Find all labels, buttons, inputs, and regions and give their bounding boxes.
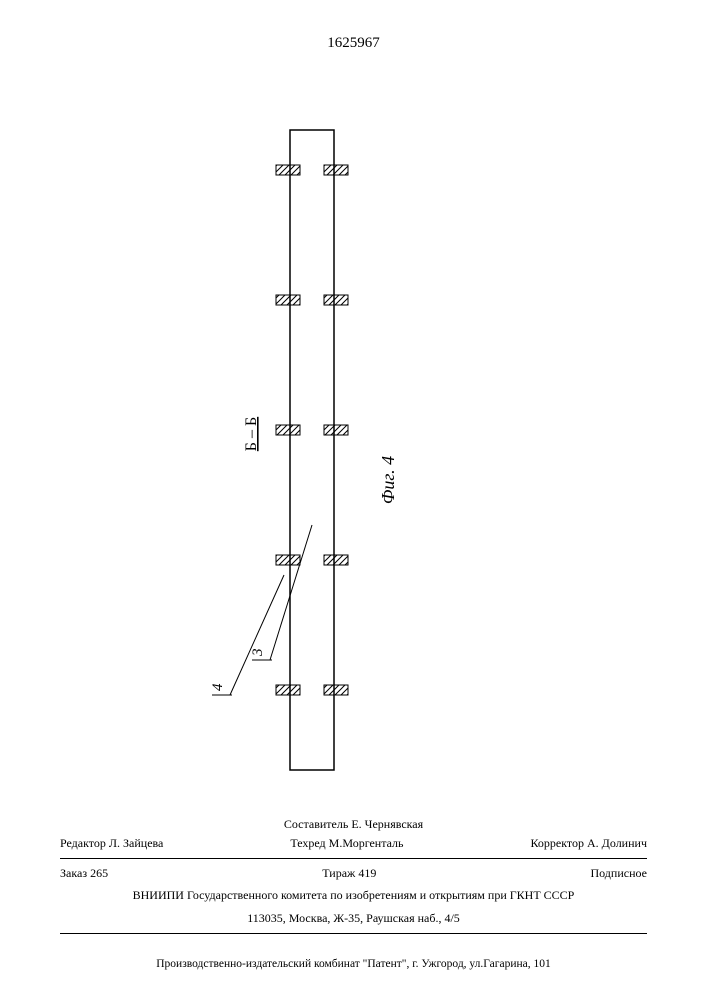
footer-block: Составитель Е. Чернявская Редактор Л. За…: [60, 816, 647, 940]
compiler-name: Е. Чернявская: [351, 817, 423, 831]
techred-label: Техред: [290, 836, 325, 850]
order-label: Заказ: [60, 866, 87, 880]
rib-left: [276, 165, 300, 175]
org-line-1: ВНИИПИ Государственного комитета по изоб…: [60, 887, 647, 904]
rib-left: [276, 685, 300, 695]
compiler-label: Составитель: [284, 817, 348, 831]
leader-4: [230, 575, 284, 695]
corrector-label: Корректор: [531, 836, 585, 850]
figure-label: Фиг. 4: [378, 456, 398, 504]
rib-right: [324, 295, 348, 305]
techred-name: М.Моргенталь: [329, 836, 404, 850]
editor-label: Редактор: [60, 836, 106, 850]
beam-outline: [290, 130, 334, 770]
rib-left: [276, 555, 300, 565]
org-line-2: 113035, Москва, Ж-35, Раушская наб., 4/5: [60, 910, 647, 927]
order-number: 265: [90, 866, 108, 880]
rib-right: [324, 555, 348, 565]
callout-3: 3: [250, 649, 266, 658]
editor-name: Л. Зайцева: [109, 836, 163, 850]
rib-right: [324, 425, 348, 435]
separator-1: [60, 858, 647, 859]
subscription-label: Подписное: [590, 865, 647, 882]
corrector-name: А. Долинич: [587, 836, 647, 850]
rib-left: [276, 425, 300, 435]
rib-right: [324, 165, 348, 175]
colophon: Производственно-издательский комбинат "П…: [60, 958, 647, 970]
rib-right: [324, 685, 348, 695]
callout-4: 4: [210, 683, 226, 691]
section-label: Б – Б: [243, 417, 260, 451]
figure-4: Б – Б 4 3 Фиг. 4: [0, 100, 707, 820]
rib-left: [276, 295, 300, 305]
document-number: 1625967: [327, 35, 380, 52]
tirazh-number: 419: [358, 866, 376, 880]
separator-2: [60, 933, 647, 934]
tirazh-label: Тираж: [322, 866, 355, 880]
